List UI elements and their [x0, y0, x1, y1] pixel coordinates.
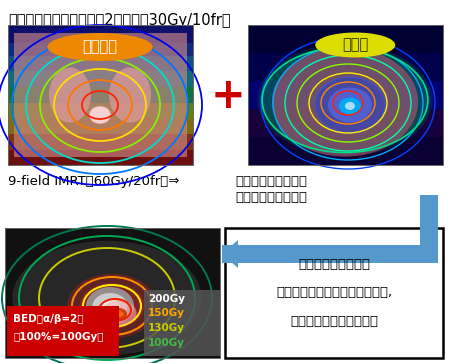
- Bar: [8, 150, 193, 165]
- Text: 初期治療: 初期治療: [82, 40, 117, 54]
- Ellipse shape: [13, 241, 202, 355]
- Ellipse shape: [93, 293, 127, 319]
- Ellipse shape: [102, 301, 136, 326]
- Ellipse shape: [260, 46, 430, 154]
- Bar: [8, 87, 193, 103]
- Bar: [5, 228, 220, 358]
- Bar: [420, 245, 438, 263]
- Bar: [248, 25, 443, 165]
- Bar: [8, 103, 193, 119]
- Text: 腫瘍制御するために: 腫瘍制御するために: [235, 175, 307, 188]
- Bar: [8, 43, 193, 56]
- Bar: [222, 245, 422, 263]
- Bar: [8, 119, 193, 134]
- Ellipse shape: [272, 48, 418, 156]
- Bar: [248, 25, 443, 165]
- Bar: [248, 25, 443, 53]
- Text: さらに高線量を投与: さらに高線量を投与: [235, 191, 307, 204]
- Ellipse shape: [67, 273, 157, 339]
- Ellipse shape: [80, 283, 144, 329]
- Bar: [225, 228, 443, 358]
- Polygon shape: [222, 240, 238, 268]
- Ellipse shape: [315, 77, 385, 133]
- Bar: [248, 137, 443, 165]
- Ellipse shape: [49, 68, 91, 122]
- Bar: [8, 71, 193, 87]
- Ellipse shape: [86, 287, 134, 325]
- Bar: [144, 290, 220, 356]
- Text: 再照射: 再照射: [342, 37, 369, 53]
- Ellipse shape: [328, 87, 372, 122]
- Text: 150Gy: 150Gy: [148, 308, 185, 318]
- Text: BED（α/β=2）: BED（α/β=2）: [13, 314, 84, 324]
- Bar: [420, 195, 438, 255]
- Bar: [8, 56, 193, 71]
- Ellipse shape: [315, 33, 395, 57]
- Bar: [14, 33, 187, 157]
- Ellipse shape: [262, 48, 428, 152]
- Text: 100Gy: 100Gy: [148, 338, 185, 348]
- Text: （100%=100Gy）: （100%=100Gy）: [13, 332, 104, 342]
- Text: 9-field IMRT（60Gy/20fr）⇒: 9-field IMRT（60Gy/20fr）⇒: [8, 175, 180, 188]
- Text: 200Gy: 200Gy: [148, 294, 185, 304]
- Bar: [248, 109, 443, 137]
- Text: 放射線治療歴：左右対向2門照射（30Gy/10fr）: 放射線治療歴：左右対向2門照射（30Gy/10fr）: [8, 13, 230, 28]
- Wedge shape: [420, 246, 429, 255]
- Bar: [248, 53, 443, 81]
- Ellipse shape: [109, 68, 151, 122]
- Bar: [8, 134, 193, 150]
- Ellipse shape: [345, 102, 355, 110]
- Text: 治療可能かどうかを判断: 治療可能かどうかを判断: [290, 315, 378, 328]
- Bar: [7, 306, 119, 356]
- Bar: [8, 25, 193, 43]
- Text: +: +: [211, 75, 245, 117]
- Ellipse shape: [257, 44, 433, 156]
- Bar: [8, 25, 193, 165]
- Bar: [5, 228, 220, 358]
- Ellipse shape: [48, 33, 153, 61]
- Ellipse shape: [111, 308, 127, 320]
- Text: 初期治療と再照射の: 初期治療と再照射の: [298, 258, 370, 271]
- Bar: [248, 81, 443, 109]
- Bar: [8, 25, 193, 165]
- Text: 130Gy: 130Gy: [148, 323, 185, 333]
- Ellipse shape: [114, 311, 123, 317]
- Ellipse shape: [339, 98, 361, 114]
- Text: 線量分布を重ね合わせて評価し,: 線量分布を重ね合わせて評価し,: [276, 286, 392, 299]
- Ellipse shape: [89, 106, 111, 124]
- Ellipse shape: [100, 299, 120, 313]
